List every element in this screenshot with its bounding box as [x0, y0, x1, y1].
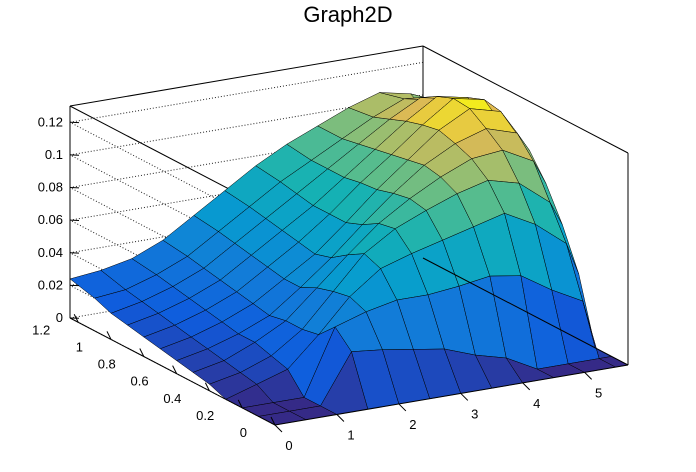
y-tick — [270, 416, 276, 426]
z-tick-label: 0.12 — [38, 114, 63, 129]
y-tick — [237, 399, 243, 409]
x-tick — [274, 424, 283, 433]
x-tick — [460, 393, 469, 401]
x-tick — [336, 414, 345, 422]
x-tick — [584, 372, 593, 380]
y-tick — [172, 365, 178, 374]
y-tick-label: 0 — [240, 425, 247, 440]
axes-frame-front — [69, 153, 629, 426]
frame-edge — [69, 45, 424, 107]
z-tick-label: 0.06 — [38, 212, 63, 227]
z-tick-label: 0.1 — [45, 147, 63, 162]
x-tick — [398, 403, 407, 412]
x-tick-label: 5 — [595, 385, 602, 400]
y-tick-label: 0.8 — [98, 357, 116, 372]
y-tick-label: 1 — [76, 339, 83, 354]
x-tick — [522, 382, 531, 391]
z-tick-label: 0.04 — [38, 245, 63, 260]
y-tick — [106, 331, 112, 340]
surface-mesh — [69, 92, 629, 426]
y-tick-label: 0.2 — [196, 408, 214, 423]
z-tick-label: 0.08 — [38, 180, 63, 195]
x-tick-label: 2 — [409, 417, 416, 432]
y-tick — [204, 382, 210, 391]
chart-title: Graph2D — [303, 2, 393, 27]
frame-edge — [274, 364, 629, 426]
axis-ticks: 0 0.02 0.04 0.06 0.08 0.1 0.12 0 0.2 0.4 0.6 0.8 1 1.… — [32, 114, 602, 453]
frame-edge — [69, 317, 276, 426]
y-tick — [73, 314, 79, 323]
x-tick-label: 3 — [471, 406, 478, 421]
z-gridline — [69, 121, 276, 230]
y-tick-label: 0.4 — [163, 391, 181, 406]
z-tick-label: 0.02 — [38, 277, 63, 292]
x-tick-label: 0 — [285, 438, 292, 453]
y-tick — [139, 348, 145, 357]
x-tick-label: 4 — [533, 396, 540, 411]
z-gridline — [69, 219, 276, 328]
frame-edge — [422, 45, 629, 154]
y-tick-label: 1.2 — [32, 322, 50, 337]
y-tick-label: 0.6 — [131, 374, 149, 389]
z-gridline — [69, 187, 276, 295]
z-tick-label: 0 — [56, 310, 63, 325]
z-gridline — [69, 154, 276, 263]
x-tick-label: 1 — [347, 427, 354, 442]
frame-edge — [422, 257, 629, 366]
